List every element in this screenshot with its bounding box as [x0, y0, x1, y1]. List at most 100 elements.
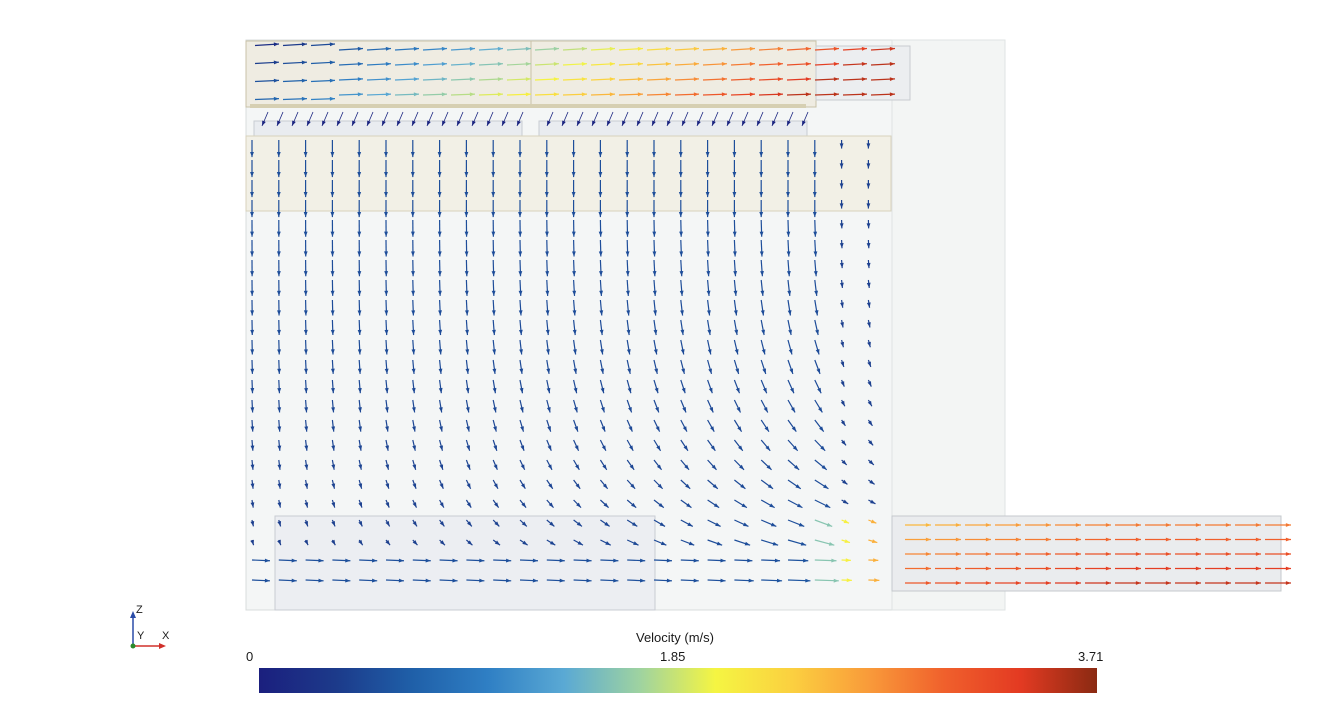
velocity-arrowhead [384, 151, 388, 158]
velocity-arrowhead [866, 243, 871, 249]
velocity-arrowhead [749, 77, 755, 82]
velocity-arrowhead [277, 464, 282, 470]
velocity-arrowhead [637, 77, 643, 82]
velocity-arrowhead [626, 329, 631, 336]
velocity-arrowhead [764, 426, 769, 432]
velocity-arrowhead [457, 120, 461, 126]
velocity-arrowhead [1225, 523, 1231, 527]
velocity-arrowhead [276, 171, 281, 178]
velocity-arrowhead [686, 503, 692, 508]
velocity-arrowhead [493, 464, 498, 470]
velocity-arrowhead [410, 151, 415, 158]
velocity-arrowhead [955, 566, 961, 571]
velocity-arrowhead [525, 92, 531, 97]
velocity-arrowhead [412, 445, 417, 451]
velocity-arrowhead [653, 329, 658, 336]
velocity-arrowhead [1195, 523, 1201, 527]
velocity-arrowhead [385, 539, 391, 546]
velocity-arrowhead [693, 578, 699, 583]
axis-z-label: Z [136, 604, 143, 616]
velocity-arrowhead [571, 151, 576, 158]
velocity-arrowhead [357, 77, 363, 82]
velocity-arrowhead [786, 231, 791, 237]
velocity-arrowhead [492, 407, 497, 413]
velocity-arrowhead [291, 578, 297, 583]
velocity-arrowhead [1225, 552, 1231, 556]
velocity-arrowhead [820, 445, 826, 451]
velocity-arrowhead [732, 251, 737, 257]
velocity-arrowhead [277, 120, 281, 126]
velocity-arrowhead [410, 191, 415, 198]
velocity-arrowhead [494, 540, 501, 546]
velocity-arrowhead [734, 349, 739, 355]
velocity-arrowhead [823, 484, 829, 489]
velocity-arrowhead [861, 62, 867, 66]
velocity-arrowhead [841, 459, 847, 465]
velocity-arrowhead [277, 329, 281, 336]
velocity-arrowhead [772, 541, 779, 546]
velocity-arrowhead [740, 484, 746, 489]
velocity-arrowhead [574, 426, 578, 432]
velocity-arrowhead [682, 407, 687, 413]
velocity-arrowhead [955, 581, 961, 585]
velocity-arrowhead [572, 310, 577, 316]
velocity-arrowhead [833, 92, 839, 97]
velocity-arrowhead [573, 349, 577, 355]
velocity-arrowhead [464, 211, 469, 218]
velocity-arrowhead [633, 541, 639, 546]
velocity-arrowhead [790, 387, 794, 394]
velocity-arrowhead [1285, 581, 1291, 585]
velocity-arrowhead [805, 77, 811, 82]
velocity-arrowhead [384, 349, 389, 355]
velocity-arrowhead [438, 407, 443, 413]
velocity-arrowhead [331, 426, 336, 432]
velocity-arrowhead [741, 503, 747, 508]
axis-triad: Z Y X [130, 604, 170, 649]
velocity-arrowhead [705, 211, 710, 218]
velocity-arrowhead [763, 407, 768, 413]
velocity-arrowhead [1105, 523, 1111, 527]
velocity-arrowhead [337, 120, 341, 126]
velocity-arrowhead [493, 426, 497, 432]
velocity-arrowhead [667, 120, 671, 126]
velocity-arrowhead [710, 426, 715, 432]
velocity-arrowhead [833, 77, 839, 82]
velocity-arrowhead [679, 251, 684, 257]
velocity-arrowhead [739, 464, 745, 470]
velocity-arrowhead [629, 445, 634, 451]
velocity-arrowhead [797, 503, 803, 508]
velocity-arrowhead [519, 368, 524, 374]
velocity-arrowhead [817, 387, 822, 394]
velocity-arrowhead [411, 387, 416, 394]
velocity-arrowhead [452, 558, 458, 563]
floor-block [274, 515, 656, 611]
velocity-arrowhead [385, 445, 390, 451]
velocity-arrowhead [385, 46, 391, 51]
velocity-arrowhead [358, 445, 363, 451]
velocity-arrowhead [652, 191, 656, 198]
velocity-arrowhead [599, 310, 604, 316]
velocity-arrowhead [303, 310, 308, 316]
velocity-arrowhead [250, 349, 255, 355]
velocity-arrowhead [357, 349, 362, 355]
velocity-arrowhead [411, 290, 416, 296]
velocity-colorbar [259, 668, 1097, 693]
velocity-arrowhead [276, 271, 281, 277]
velocity-arrowhead [732, 151, 737, 158]
velocity-arrowhead [384, 251, 389, 257]
velocity-arrowhead [358, 407, 362, 413]
velocity-arrowhead [1045, 537, 1051, 542]
velocity-arrowhead [586, 578, 592, 583]
velocity-arrowhead [693, 77, 699, 82]
velocity-arrowhead [491, 310, 496, 316]
velocity-arrowhead [465, 310, 469, 316]
velocity-arrowhead [812, 191, 817, 198]
velocity-arrowhead [439, 521, 445, 527]
velocity-arrowhead [437, 171, 442, 178]
velocity-arrowhead [277, 388, 282, 394]
velocity-arrowhead [760, 290, 765, 296]
velocity-arrowhead [705, 151, 710, 158]
velocity-arrowhead [331, 407, 335, 413]
velocity-arrowhead [787, 310, 792, 316]
velocity-arrowhead [357, 368, 362, 374]
